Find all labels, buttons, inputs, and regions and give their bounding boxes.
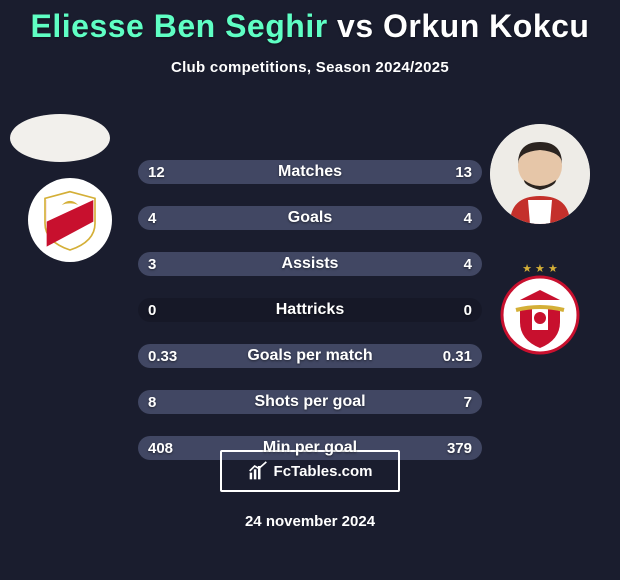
stat-label: Goals per match (247, 347, 372, 365)
stat-bar-right (310, 206, 482, 230)
vs-separator: vs (337, 8, 374, 44)
stat-label: Goals (288, 209, 332, 227)
stat-value-right: 7 (464, 394, 472, 411)
stat-value-right: 0.31 (443, 348, 472, 365)
player1-club-badge (28, 178, 112, 262)
stat-value-right: 379 (447, 440, 472, 457)
stat-row: 408 Min per goal 379 (138, 436, 482, 460)
player2-name: Orkun Kokcu (383, 8, 589, 44)
player2-avatar (490, 124, 590, 224)
stat-label: Shots per goal (254, 393, 365, 411)
stat-row: 0.33 Goals per match 0.31 (138, 344, 482, 368)
branding-label: FcTables.com (274, 463, 373, 480)
stat-label: Hattricks (276, 301, 344, 319)
stat-value-left: 0 (148, 302, 156, 319)
stat-row: 12 Matches 13 (138, 160, 482, 184)
stat-value-right: 13 (455, 164, 472, 181)
stat-label: Min per goal (263, 439, 357, 457)
stat-value-left: 3 (148, 256, 156, 273)
stat-row: 0 Hattricks 0 (138, 298, 482, 322)
player2-club-badge: ★ ★ ★ (490, 260, 590, 360)
stat-value-left: 8 (148, 394, 156, 411)
stat-label: Assists (282, 255, 339, 273)
stat-value-left: 12 (148, 164, 165, 181)
stat-row: 8 Shots per goal 7 (138, 390, 482, 414)
stat-bar-left (138, 252, 286, 276)
player1-avatar (10, 114, 110, 162)
stat-value-right: 4 (464, 256, 472, 273)
comparison-title: Eliesse Ben Seghir vs Orkun Kokcu (31, 8, 590, 45)
stat-label: Matches (278, 163, 342, 181)
stat-value-right: 4 (464, 210, 472, 227)
stats-container: 12 Matches 13 4 Goals 4 3 Assists 4 0 Hattricks 0 0.… (138, 160, 482, 460)
stat-value-right: 0 (464, 302, 472, 319)
stat-bar-left (138, 206, 310, 230)
stat-value-left: 408 (148, 440, 173, 457)
svg-text:★ ★ ★: ★ ★ ★ (522, 263, 558, 275)
chart-icon (248, 461, 268, 481)
subtitle: Club competitions, Season 2024/2025 (171, 59, 449, 76)
stat-value-left: 4 (148, 210, 156, 227)
stat-row: 4 Goals 4 (138, 206, 482, 230)
player1-name: Eliesse Ben Seghir (31, 8, 328, 44)
stat-value-left: 0.33 (148, 348, 177, 365)
footer-date: 24 november 2024 (245, 513, 375, 530)
stat-row: 3 Assists 4 (138, 252, 482, 276)
